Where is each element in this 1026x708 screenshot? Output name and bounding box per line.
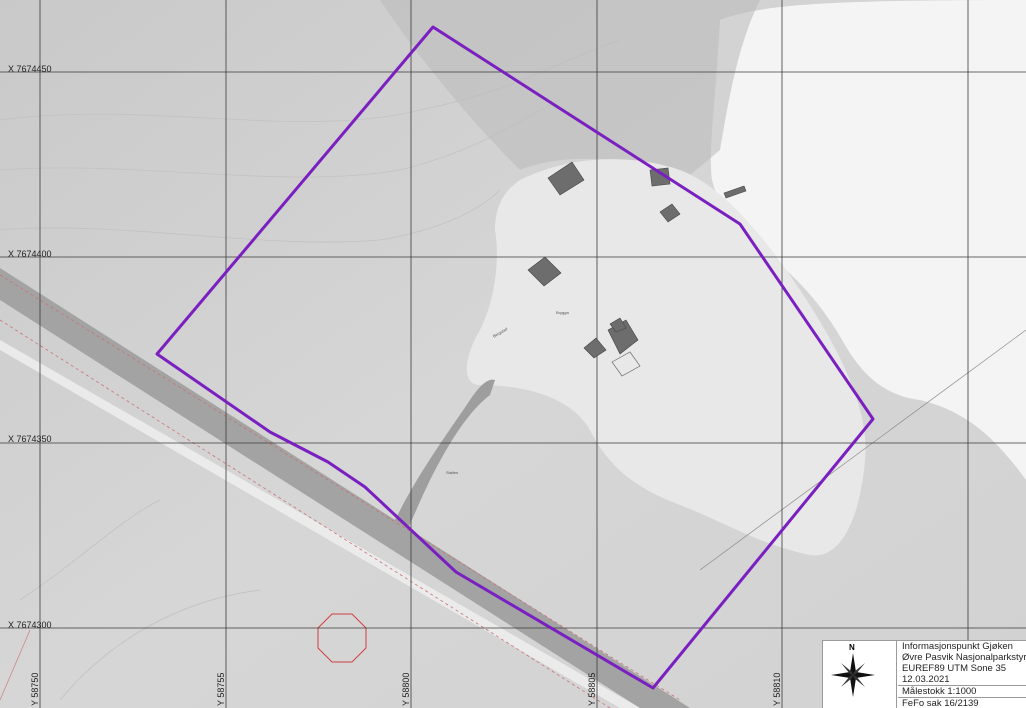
forest-edge	[380, 0, 760, 175]
legend-title: Informasjonspunkt Gjøken	[902, 641, 1013, 652]
lake	[710, 0, 1026, 480]
grid-label-x: X 7674450	[8, 64, 52, 74]
main-road	[0, 268, 690, 708]
grid-label-x: X 7674350	[8, 434, 52, 444]
power-line	[699, 329, 1026, 571]
legend-subtitle: Øvre Pasvik Nasjonalparkstyre	[902, 652, 1026, 663]
grid-label-x: X 7674400	[8, 249, 52, 259]
legend-case: FeFo sak 16/2139	[898, 697, 1026, 708]
place-label: Stallen	[446, 470, 459, 475]
legend-date: 12.03.2021	[902, 674, 950, 685]
project-boundary	[155, 25, 875, 690]
north-label: N	[849, 643, 855, 652]
compass-box: N	[823, 641, 897, 708]
north-arrow-icon	[831, 653, 875, 697]
grid-label-y: Y 58750	[30, 672, 40, 706]
grid-label-y: Y 58755	[216, 672, 226, 706]
legend-projection: EUREF89 UTM Sone 35	[902, 663, 1007, 674]
grid-label-y: Y 58810	[772, 672, 782, 706]
cleared-area	[466, 159, 866, 556]
grid-label-x: X 7674300	[8, 620, 52, 630]
grid-label-y: Y 58800	[401, 672, 411, 706]
driveway	[395, 379, 495, 535]
grid-label-y: Y 58805	[587, 672, 597, 706]
place-label: Brygga	[556, 310, 569, 315]
survey-marker	[317, 613, 367, 663]
map-legend: N Informasjonspunkt Gjøken Øvre Pasvik N…	[822, 640, 1026, 708]
legend-info: Informasjonspunkt Gjøken Øvre Pasvik Nas…	[898, 641, 1026, 708]
buildings	[527, 161, 747, 359]
legend-scale: Målestokk 1:1000	[898, 685, 1026, 697]
